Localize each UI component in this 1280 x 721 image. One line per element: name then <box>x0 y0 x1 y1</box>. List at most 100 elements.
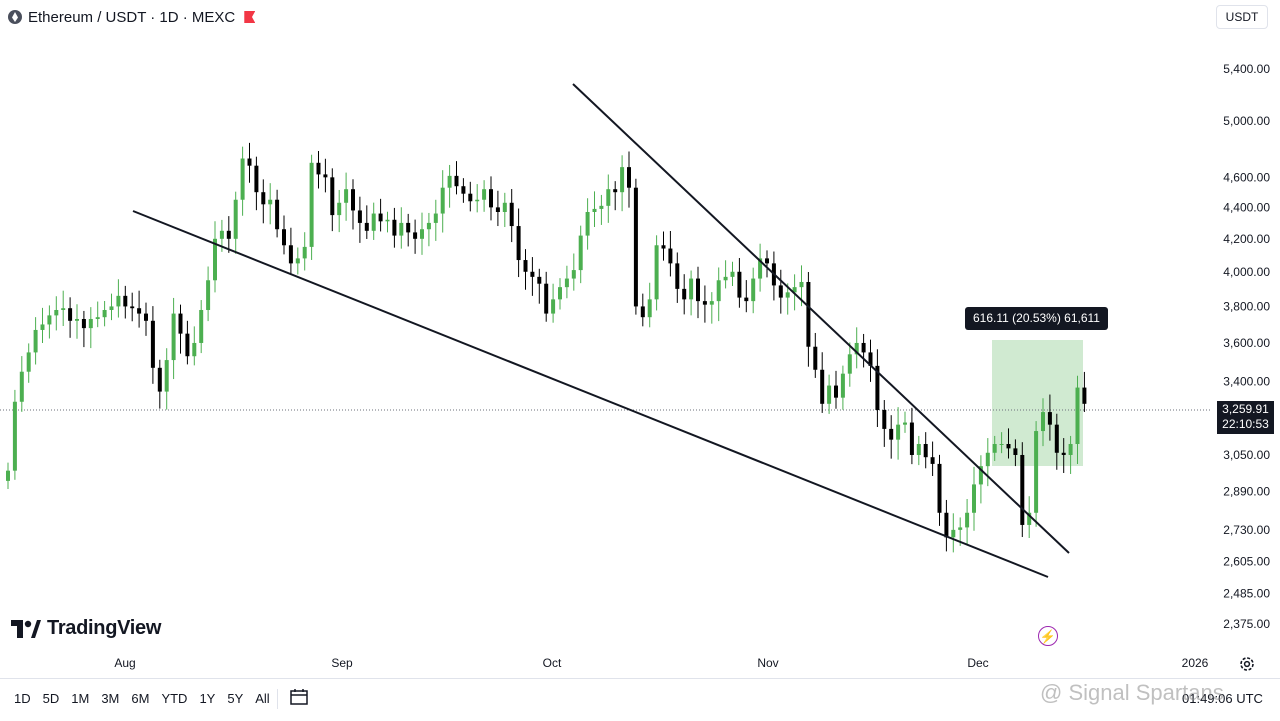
candle-down <box>288 245 293 264</box>
candle-up <box>972 484 976 513</box>
range-button-all[interactable]: All <box>255 691 270 706</box>
candle-down <box>130 306 135 309</box>
candle-down <box>1061 452 1066 455</box>
range-button-1d[interactable]: 1D <box>14 691 31 706</box>
candle-down <box>351 189 355 211</box>
range-button-1y[interactable]: 1Y <box>199 691 216 706</box>
candle-up <box>26 352 31 372</box>
candle-up <box>475 199 480 202</box>
candle-up <box>903 422 907 425</box>
x-tick-label: 2026 <box>1182 656 1209 670</box>
y-tick-label: 4,200.00 <box>1223 232 1270 246</box>
candle-up <box>799 281 804 288</box>
candle-down <box>378 213 383 222</box>
lower-trendline[interactable] <box>132 210 1049 578</box>
candle-down <box>144 313 148 321</box>
range-button-1m[interactable]: 1M <box>71 691 90 706</box>
y-tick-label: 3,400.00 <box>1223 375 1270 389</box>
candle-down <box>813 346 818 370</box>
candle-down <box>509 202 514 227</box>
candle-up <box>447 175 452 188</box>
candle-up <box>399 222 404 236</box>
range-button-ytd[interactable]: YTD <box>161 691 188 706</box>
candle-down <box>282 229 286 246</box>
candle-down <box>413 232 418 239</box>
candle-up <box>109 306 114 310</box>
candle-down <box>937 463 942 513</box>
last-price-tag: 3,259.91 22:10:53 <box>1217 401 1274 434</box>
candle-down <box>247 158 252 166</box>
candle-up <box>295 258 300 264</box>
flag-icon[interactable] <box>244 11 256 23</box>
range-button-5y[interactable]: 5Y <box>227 691 244 706</box>
y-tick-label: 2,890.00 <box>1223 484 1270 498</box>
candle-down <box>875 365 880 410</box>
currency-button[interactable]: USDT <box>1216 5 1268 29</box>
candle-up <box>689 278 694 300</box>
candle-down <box>696 278 700 302</box>
candle-up <box>716 280 721 302</box>
candle-up <box>647 299 652 318</box>
gear-icon[interactable] <box>1238 655 1256 673</box>
candle-down <box>668 248 673 264</box>
range-button-5d[interactable]: 5D <box>42 691 60 706</box>
range-button-3m[interactable]: 3M <box>101 691 120 706</box>
candle-down <box>1082 387 1087 404</box>
y-tick-label: 2,375.00 <box>1223 617 1270 631</box>
candle-down <box>909 422 914 455</box>
candle-up <box>592 208 597 212</box>
candle-up <box>840 373 845 398</box>
candle-down <box>806 281 811 347</box>
candle-down <box>185 333 190 357</box>
x-tick-label: Nov <box>757 656 778 670</box>
candle-down <box>944 512 949 538</box>
candle-up <box>1041 412 1045 432</box>
measure-label: 616.11 (20.53%) 61,611 <box>965 307 1108 330</box>
candle-up <box>847 354 852 374</box>
candle-down <box>923 443 928 458</box>
candle-up <box>965 512 970 528</box>
candle-up <box>709 301 714 305</box>
candle-down <box>640 306 645 318</box>
utc-clock[interactable]: 01:49:06 UTC <box>1182 691 1263 706</box>
candle-up <box>219 230 224 239</box>
upper-trendline[interactable] <box>572 83 1070 554</box>
calendar-range-icon[interactable] <box>289 687 309 707</box>
y-tick-label: 4,000.00 <box>1223 265 1270 279</box>
lightning-icon[interactable]: ⚡ <box>1038 626 1058 646</box>
candle-up <box>95 317 100 319</box>
candle-down <box>1006 443 1011 449</box>
time-axis[interactable]: Aug Sep Oct Nov Dec 2026 <box>114 656 1208 670</box>
candle-down <box>157 367 162 392</box>
y-tick-label: 4,600.00 <box>1223 170 1270 184</box>
candle-up <box>827 385 832 404</box>
candle-down <box>137 308 142 314</box>
candle-up <box>61 308 66 310</box>
y-tick-label: 5,000.00 <box>1223 114 1270 128</box>
candles-group <box>6 142 1087 553</box>
tradingview-logo[interactable]: TradingView <box>11 617 161 640</box>
x-tick-label: Sep <box>331 656 353 670</box>
candle-down <box>461 186 466 194</box>
candle-down <box>633 187 638 307</box>
candle-up <box>999 443 1004 445</box>
candle-up <box>551 299 556 314</box>
candle-up <box>19 371 24 402</box>
candle-down <box>613 189 618 193</box>
y-tick-label: 5,400.00 <box>1223 62 1270 76</box>
toolbar-divider <box>277 689 278 709</box>
range-buttons: 1D 5D 1M 3M 6M YTD 1Y 5Y All <box>8 689 276 709</box>
candle-down <box>537 276 542 284</box>
candle-up <box>47 315 52 325</box>
candle-down <box>357 210 362 223</box>
symbol-header[interactable]: Ethereum / USDT · 1D · MEXC <box>8 6 256 28</box>
candle-up <box>344 189 349 203</box>
range-button-6m[interactable]: 6M <box>131 691 150 706</box>
candle-down <box>1020 454 1025 525</box>
price-axis[interactable]: 5,400.00 5,000.00 4,600.00 4,400.00 4,200.00… <box>1223 62 1270 631</box>
candle-up <box>985 452 990 467</box>
candle-up <box>164 360 169 392</box>
y-tick-label: 3,800.00 <box>1223 299 1270 313</box>
candle-down <box>178 313 183 334</box>
